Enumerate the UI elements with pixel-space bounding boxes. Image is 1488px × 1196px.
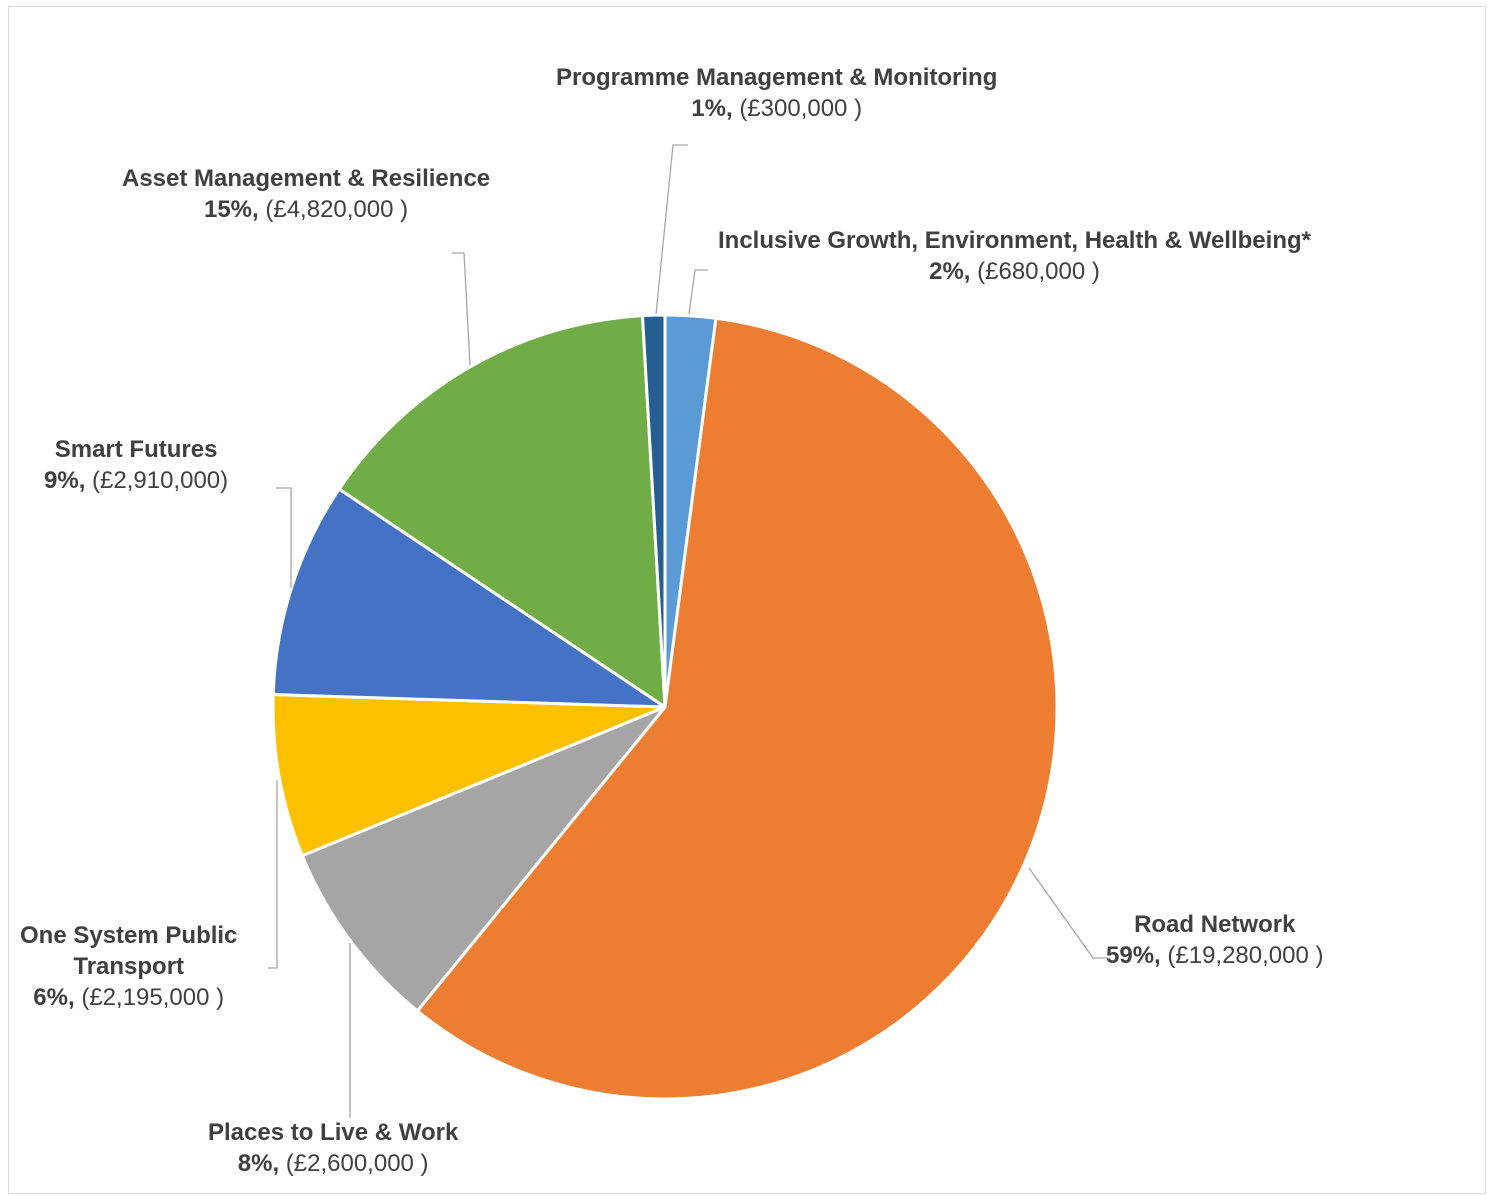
label-smart-futures: Smart Futures 9%, (£2,910,000) <box>44 434 228 496</box>
pie-slice-asset-management-resilience <box>337 314 667 709</box>
label-one-system-public-transport: One System Public Transport 6%, (£2,195,… <box>20 920 237 1013</box>
slice-name-asset: Asset Management & Resilience <box>122 165 491 192</box>
slice-percent-one-system: 6%, <box>33 984 75 1011</box>
slice-percent-places: 8%, <box>237 1150 280 1177</box>
leader-line-road <box>1028 867 1108 959</box>
leader-line-programme <box>655 144 688 315</box>
slice-amount-one-system: (£2,195,000 ) <box>81 984 225 1011</box>
slice-amount-road: (£19,280,000 ) <box>1167 942 1324 969</box>
slice-percent-inclusive: 2%, <box>929 258 971 285</box>
slice-name-road: Road Network <box>1134 911 1296 938</box>
slice-percent-smart: 9%, <box>44 467 86 494</box>
pie-slice-programme-management-monitoring <box>640 313 667 709</box>
leader-line-inclusive <box>688 269 708 315</box>
pie-slice-places-to-live-work <box>300 705 667 1013</box>
slice-name-smart: Smart Futures <box>54 436 218 463</box>
slice-name-one-system-line2: Transport <box>73 953 185 980</box>
pie-slice-smart-futures <box>271 487 667 709</box>
slice-name-places: Places to Live & Work <box>208 1119 459 1146</box>
chart-frame <box>8 6 1486 1194</box>
slice-name-one-system-line1: One System Public <box>20 922 238 949</box>
slice-name-inclusive: Inclusive Growth, Environment, Health & … <box>718 227 1311 254</box>
slice-percent-road: 59%, <box>1106 942 1161 969</box>
slice-percent-programme: 1%, <box>691 95 733 122</box>
leader-line-asset <box>452 252 471 366</box>
pie-slice-one-system-public-transport <box>271 693 667 858</box>
label-inclusive-growth: Inclusive Growth, Environment, Health & … <box>718 225 1311 287</box>
pie-slices <box>271 313 1059 1101</box>
slice-name-programme: Programme Management & Monitoring <box>556 64 998 91</box>
label-places-to-live-work: Places to Live & Work 8%, (£2,600,000 ) <box>208 1117 458 1179</box>
slice-amount-smart: (£2,910,000) <box>92 467 229 494</box>
label-programme-management: Programme Management & Monitoring 1%, (£… <box>556 62 997 124</box>
label-road-network: Road Network 59%, (£19,280,000 ) <box>1106 909 1324 971</box>
slice-amount-programme: (£300,000 ) <box>739 95 863 122</box>
leader-lines <box>268 144 1108 1118</box>
leader-line-smart <box>276 487 292 588</box>
slice-amount-places: (£2,600,000 ) <box>285 1150 429 1177</box>
pie-slice-road-network <box>415 316 1059 1101</box>
slice-amount-asset: (£4,820,000 ) <box>265 196 409 223</box>
slice-amount-inclusive: (£680,000 ) <box>977 258 1100 285</box>
slice-percent-asset: 15%, <box>203 196 259 223</box>
leader-line-one-system <box>268 780 278 969</box>
label-asset-management: Asset Management & Resilience 15%, (£4,8… <box>122 163 490 225</box>
